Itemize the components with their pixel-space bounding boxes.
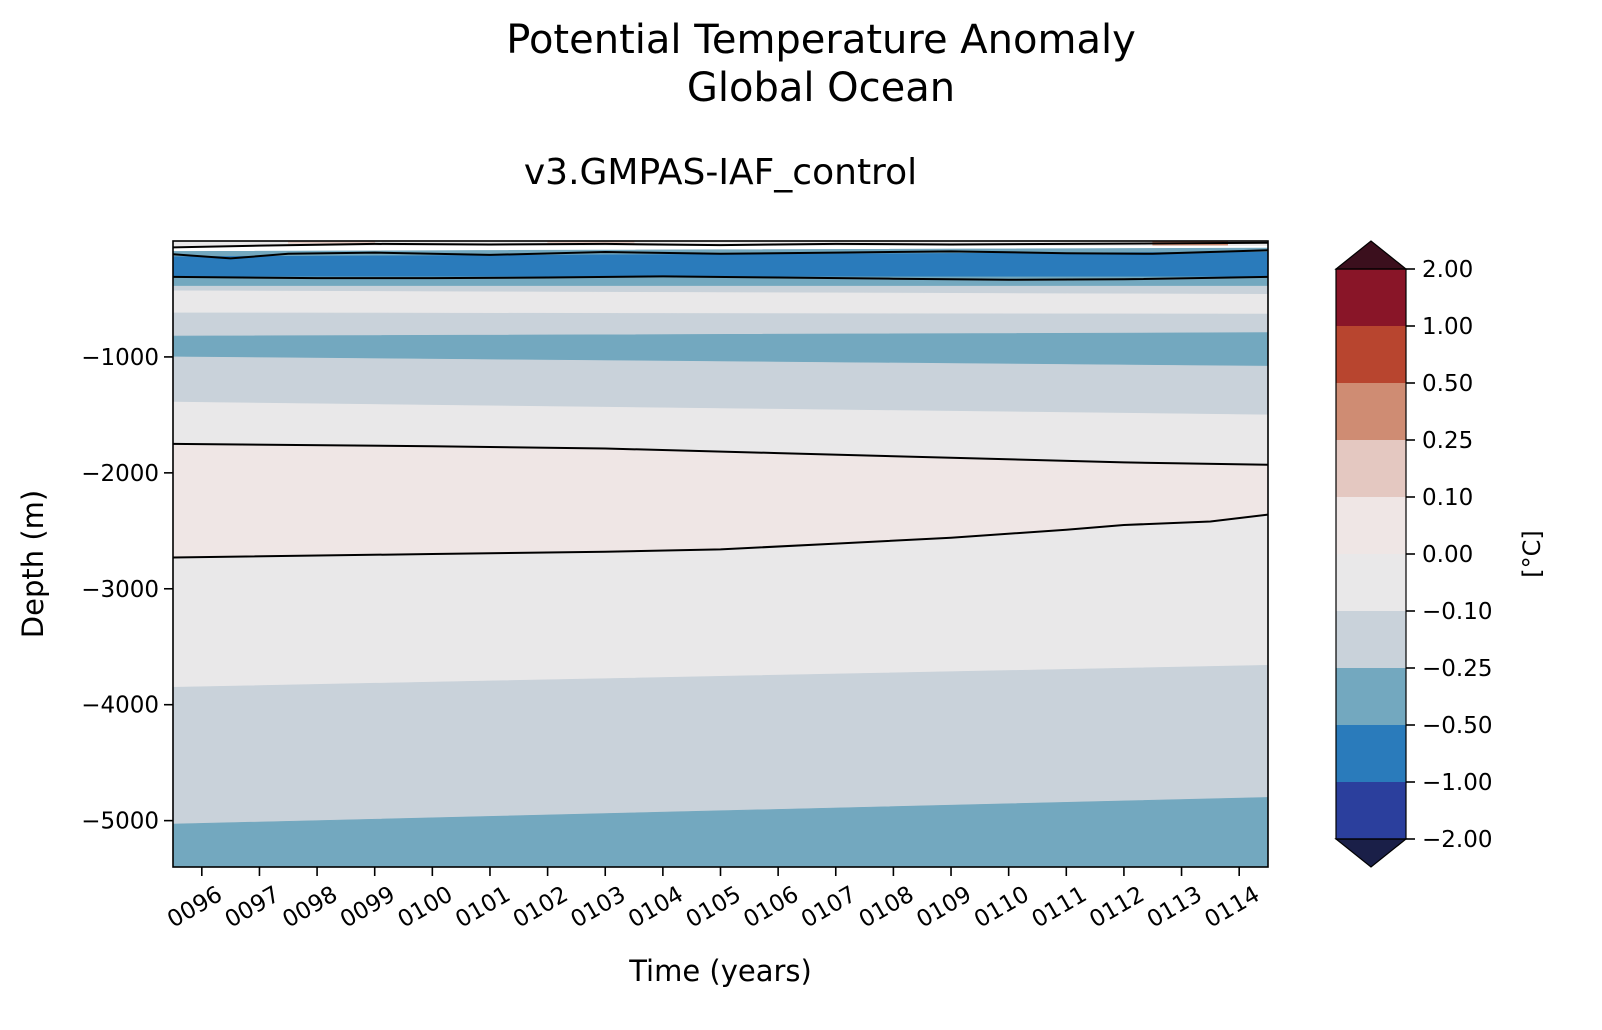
colorbar-segment (1336, 782, 1406, 840)
x-tick-label: 0107 (797, 882, 861, 934)
plot-area (172, 240, 1269, 868)
y-tick-label: −3000 (81, 577, 159, 603)
colorbar-tick-label: 0.10 (1422, 485, 1473, 511)
x-tick-label: 0100 (394, 882, 458, 934)
contour-band-3 (173, 290, 1268, 315)
x-tick-label: 0106 (739, 882, 803, 934)
colorbar-segment (1336, 611, 1406, 669)
contour-band-6 (173, 356, 1268, 416)
x-tick-label: 0102 (509, 882, 573, 934)
colorbar-tick-label: 0.50 (1422, 371, 1473, 397)
colorbar-segment (1336, 725, 1406, 783)
colorbar-segment (1336, 497, 1406, 555)
contour-band-4 (173, 312, 1268, 337)
contour-line-4 (173, 513, 1268, 559)
colorbar-tick-label: 0.25 (1422, 428, 1473, 454)
contour-fill-group (173, 241, 1268, 867)
colorbar-tick-label: −0.50 (1422, 713, 1492, 739)
y-axis: −1000 −2000 −3000 −4000 −5000 Depth (m) (16, 345, 173, 835)
y-tick-label: −1000 (81, 345, 159, 371)
contour-band-11 (173, 797, 1268, 867)
colorbar-tick-label: −0.25 (1422, 656, 1492, 682)
colorbar-segment (1336, 668, 1406, 726)
contour-line-0 (173, 241, 1268, 249)
x-tick-label: 0109 (912, 882, 976, 934)
x-tick-label: 0101 (451, 882, 515, 934)
colorbar: 2.00 1.00 0.50 0.25 0.10 0.00 −0.10 −0.25 −0.50 −… (1334, 240, 1546, 868)
colorbar-label: [°C] (1518, 530, 1546, 577)
contour-band-2 (173, 285, 1268, 295)
x-tick-label: 0096 (163, 882, 227, 934)
contour-band-10 (173, 664, 1268, 825)
colorbar-segment (1336, 383, 1406, 441)
contour-line-1 (173, 249, 1268, 260)
colorbar-under-extension (1334, 838, 1408, 868)
colorbar-tick-label: 2.00 (1422, 257, 1473, 283)
chart-title-line-2: Global Ocean (686, 65, 956, 111)
chart-title-line-1: Potential Temperature Anomaly (506, 17, 1136, 63)
y-axis-label: Depth (m) (16, 490, 50, 638)
x-tick-label: 0099 (336, 882, 400, 934)
x-tick-label: 0103 (567, 882, 631, 934)
x-tick-label: 0108 (855, 882, 919, 934)
contour-line-3 (173, 442, 1268, 466)
chart-subtitle: v3.GMPAS-IAF_control (523, 152, 918, 193)
x-tick-label: 0098 (278, 882, 342, 934)
colorbar-segment (1336, 554, 1406, 612)
x-tick-label: 0114 (1200, 882, 1264, 934)
x-tick-label: 0104 (624, 882, 688, 934)
colorbar-segment (1336, 326, 1406, 384)
x-axis-label: Time (years) (628, 954, 812, 988)
x-tick-label: 0111 (1028, 882, 1092, 934)
colorbar-segment (1336, 440, 1406, 498)
x-tick-label: 0113 (1143, 882, 1207, 934)
x-tick-label: 0112 (1085, 882, 1149, 934)
x-tick-label: 0097 (221, 882, 285, 934)
colorbar-tick-label: −1.00 (1422, 770, 1492, 796)
contour-line-2 (173, 275, 1268, 281)
colorbar-tick-label: −2.00 (1422, 827, 1492, 853)
y-tick-label: −2000 (81, 461, 159, 487)
contour-band-5 (173, 332, 1268, 367)
y-tick-label: −4000 (81, 693, 159, 719)
colorbar-tick-label: 0.00 (1422, 542, 1473, 568)
colorbar-tick-label: −0.10 (1422, 599, 1492, 625)
x-tick-label: 0105 (682, 882, 746, 934)
colorbar-tick-label: 1.00 (1422, 314, 1473, 340)
x-axis: 0096009700980099010001010102010301040105… (163, 867, 1264, 988)
colorbar-segment (1336, 269, 1406, 327)
x-tick-label: 0110 (970, 882, 1034, 934)
colorbar-over-extension (1334, 240, 1408, 270)
y-tick-label: −5000 (81, 809, 159, 835)
